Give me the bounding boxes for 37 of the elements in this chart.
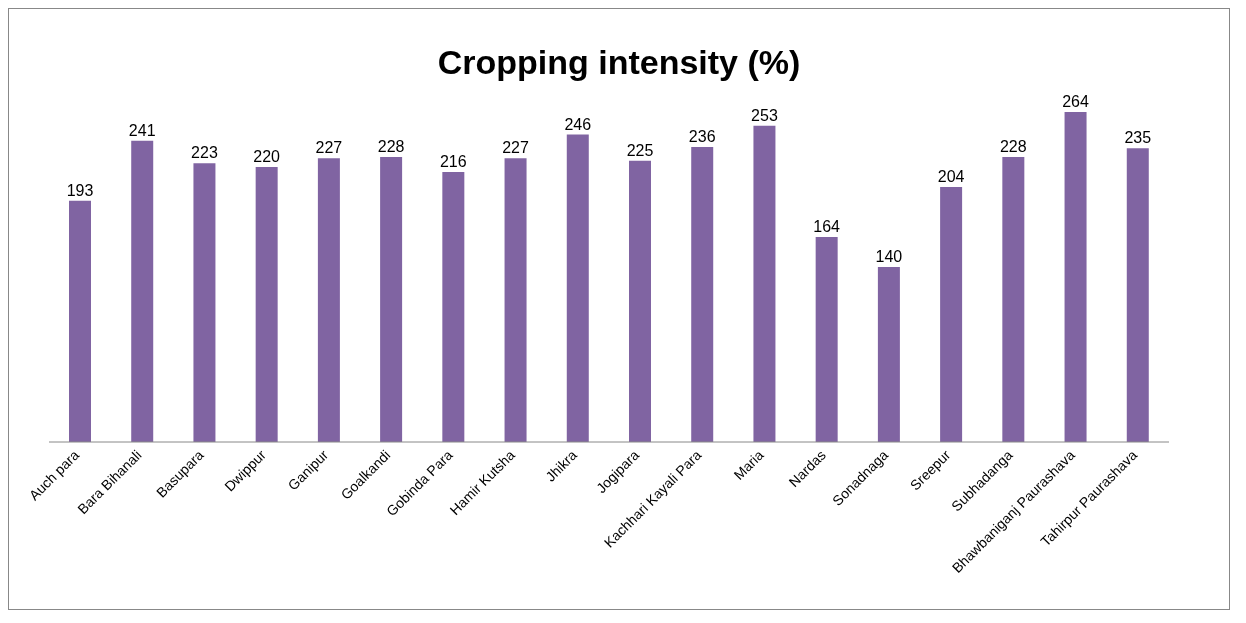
bar xyxy=(380,157,403,442)
data-label: 193 xyxy=(66,181,94,199)
bar xyxy=(566,134,589,442)
data-label: 164 xyxy=(813,218,841,235)
bar xyxy=(877,267,900,442)
bar xyxy=(442,172,465,442)
bar xyxy=(1126,148,1149,442)
bar xyxy=(193,163,216,442)
data-label: 253 xyxy=(751,106,778,124)
bar xyxy=(1002,157,1025,442)
bar xyxy=(69,200,91,442)
data-label: 235 xyxy=(1124,129,1152,147)
bar xyxy=(504,158,527,442)
data-label: 225 xyxy=(626,141,654,159)
data-label: 227 xyxy=(315,139,343,157)
bar xyxy=(317,158,340,442)
data-label: 236 xyxy=(688,128,716,145)
data-label: 246 xyxy=(564,115,592,133)
data-label: 227 xyxy=(502,139,529,157)
data-label: 204 xyxy=(937,168,965,185)
data-label: 264 xyxy=(1062,93,1089,110)
data-label: 223 xyxy=(191,144,218,162)
data-label: 220 xyxy=(253,148,281,165)
data-label: 228 xyxy=(999,138,1027,155)
data-label: 228 xyxy=(377,138,405,155)
bar xyxy=(1064,112,1087,442)
bar xyxy=(753,125,776,442)
bar xyxy=(255,167,278,442)
bar xyxy=(815,237,838,442)
bar xyxy=(691,147,714,442)
data-label: 140 xyxy=(875,248,903,265)
bar xyxy=(131,140,154,442)
data-label: 241 xyxy=(128,121,156,139)
data-label: 216 xyxy=(439,153,467,170)
bar xyxy=(940,187,963,442)
chart-title: Cropping intensity (%) xyxy=(436,43,802,82)
bar xyxy=(629,160,651,442)
